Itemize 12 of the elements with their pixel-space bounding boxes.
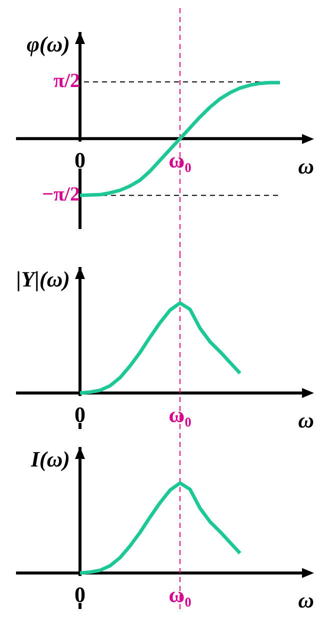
y-axis-title: I(ω) bbox=[30, 446, 70, 472]
x-axis-title: ω bbox=[298, 408, 314, 433]
x-tick-label: ω₀ bbox=[168, 148, 192, 173]
x-tick-label: 0 bbox=[74, 402, 86, 427]
y-axis-title: φ(ω) bbox=[26, 32, 70, 57]
x-axis-title: ω bbox=[298, 588, 314, 613]
y-axis-title: |Y|(ω) bbox=[16, 266, 70, 292]
x-tick-label: ω₀ bbox=[168, 582, 192, 607]
x-axis-title: ω bbox=[298, 153, 314, 178]
x-tick-label: 0 bbox=[74, 582, 86, 607]
x-tick-label: 0 bbox=[74, 148, 86, 173]
x-tick-label: ω₀ bbox=[168, 402, 192, 427]
